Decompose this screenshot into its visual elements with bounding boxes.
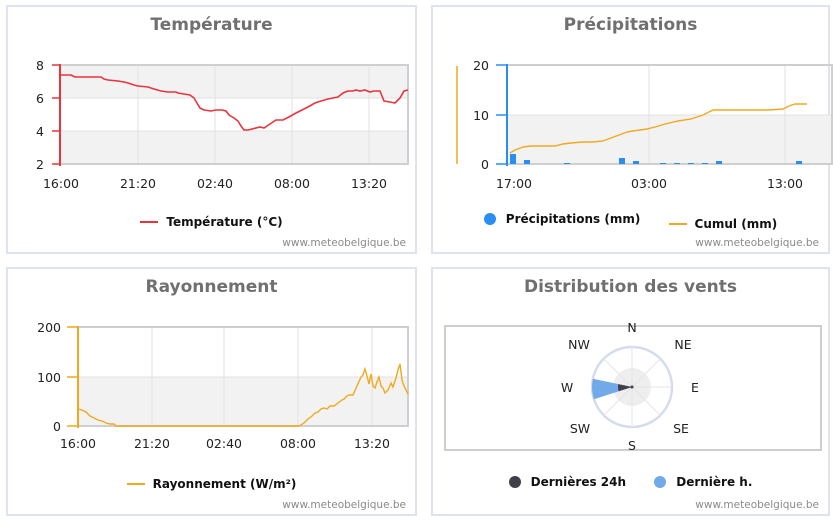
direction-label-sw: SW xyxy=(570,421,590,436)
legend-item-cumul[interactable]: Cumul (mm) xyxy=(668,217,778,231)
direction-label-n: N xyxy=(627,320,636,335)
legend-label: Dernière h. xyxy=(676,475,753,489)
direction-label-s: S xyxy=(628,438,636,453)
x-tick-label: 08:00 xyxy=(280,436,316,451)
dot-swatch-icon xyxy=(508,476,521,488)
x-tick-label: 16:00 xyxy=(43,176,79,191)
legend-label: Cumul (mm) xyxy=(694,217,778,231)
precipitation-title: Précipitations xyxy=(563,15,698,35)
legend-item-last-hour[interactable]: Dernière h. xyxy=(654,475,752,489)
legend-item-precipitation[interactable]: Précipitations (mm) xyxy=(483,212,641,226)
y-axis-ticks xyxy=(52,64,60,165)
dot-swatch-icon xyxy=(483,213,496,225)
precipitation-bars[interactable] xyxy=(510,154,802,164)
y-tick-label: 4 xyxy=(36,124,44,139)
x-tick-label: 21:20 xyxy=(120,176,156,191)
temperature-line[interactable] xyxy=(61,74,409,131)
y-tick-label: 200 xyxy=(37,320,61,335)
y-tick-label: 0 xyxy=(481,157,489,172)
y-tick-label: 20 xyxy=(473,58,489,73)
plot-band xyxy=(78,377,408,426)
grid-lines xyxy=(507,65,832,164)
wind-sector-24h[interactable] xyxy=(618,383,632,392)
y-tick-label: 8 xyxy=(36,58,44,73)
cumul-line[interactable] xyxy=(509,103,807,154)
line-swatch-icon xyxy=(668,223,687,225)
wind-rose-chart: N NE E SE S SW W NW xyxy=(444,320,822,453)
y-axis-ticks xyxy=(496,64,507,165)
direction-label-se: SE xyxy=(673,421,689,436)
line-swatch-icon xyxy=(140,221,159,223)
precipitation-panel: Précipitations 20 10 0 17:00 03:00 13:00 xyxy=(431,5,833,254)
plot-band xyxy=(60,131,408,164)
temperature-legend: Température (°C) xyxy=(8,212,415,229)
direction-label-nw: NW xyxy=(568,337,590,352)
precipitation-chart: 20 10 0 17:00 03:00 13:00 xyxy=(456,58,833,191)
y-tick-label: 10 xyxy=(473,108,489,123)
x-tick-label: 13:20 xyxy=(351,176,387,191)
legend-label: Précipitations (mm) xyxy=(505,212,641,226)
radiation-line[interactable] xyxy=(77,363,409,427)
credit-link[interactable]: www.meteobelgique.be xyxy=(282,237,406,249)
wind-panel: Distribution des vents N NE E SE S SW W … xyxy=(431,267,830,516)
legend-label: Dernières 24h xyxy=(530,475,627,489)
y-axis-ticks xyxy=(67,326,78,427)
wind-legend: Dernières 24h Dernière h. xyxy=(433,475,828,491)
y-tick-label: 100 xyxy=(37,370,61,385)
x-tick-label: 13:00 xyxy=(767,176,803,191)
y-tick-label: 2 xyxy=(36,157,44,172)
radiation-panel: Rayonnement 200 100 0 16:00 21:20 02:40 … xyxy=(6,267,417,516)
y-tick-label: 0 xyxy=(53,419,61,434)
legend-item-radiation[interactable]: Rayonnement (W/m²) xyxy=(126,477,297,491)
direction-label-ne: NE xyxy=(674,337,691,352)
temperature-title: Température xyxy=(150,15,273,35)
wind-sector-last-hour[interactable] xyxy=(592,377,633,400)
precipitation-legend: Précipitations (mm) Cumul (mm) xyxy=(433,212,828,231)
credit-link[interactable]: www.meteobelgique.be xyxy=(282,499,406,511)
legend-label: Rayonnement (W/m²) xyxy=(152,477,297,491)
center-dot xyxy=(630,385,634,389)
wind-title: Distribution des vents xyxy=(523,277,737,297)
x-tick-label: 21:20 xyxy=(134,436,170,451)
direction-label-e: E xyxy=(691,380,699,395)
radiation-legend: Rayonnement (W/m²) xyxy=(8,474,415,491)
radiation-chart: 200 100 0 16:00 21:20 02:40 08:00 13:20 xyxy=(37,320,409,451)
x-tick-label: 17:00 xyxy=(496,176,532,191)
wind-rose xyxy=(590,345,674,429)
x-tick-label: 16:00 xyxy=(60,436,96,451)
legend-item-24h[interactable]: Dernières 24h xyxy=(508,475,627,489)
legend-label: Température (°C) xyxy=(166,215,283,229)
line-swatch-icon xyxy=(126,483,145,485)
plot-band xyxy=(60,65,408,98)
temperature-panel: Température 8 6 4 2 16:00 21:20 02:40 xyxy=(6,5,417,254)
credit-link[interactable]: www.meteobelgique.be xyxy=(695,499,819,511)
x-tick-label: 02:40 xyxy=(197,176,233,191)
legend-item-temperature[interactable]: Température (°C) xyxy=(140,215,283,229)
x-tick-label: 03:00 xyxy=(631,176,667,191)
x-tick-label: 13:20 xyxy=(354,436,390,451)
x-tick-label: 08:00 xyxy=(274,176,310,191)
radiation-title: Rayonnement xyxy=(145,277,278,297)
direction-label-w: W xyxy=(561,380,573,395)
dot-swatch-icon xyxy=(654,476,667,488)
credit-link[interactable]: www.meteobelgique.be xyxy=(695,237,819,249)
y-tick-label: 6 xyxy=(36,91,44,106)
temperature-chart: 8 6 4 2 16:00 21:20 02:40 08:00 13:20 xyxy=(36,58,409,191)
x-tick-label: 02:40 xyxy=(206,436,242,451)
